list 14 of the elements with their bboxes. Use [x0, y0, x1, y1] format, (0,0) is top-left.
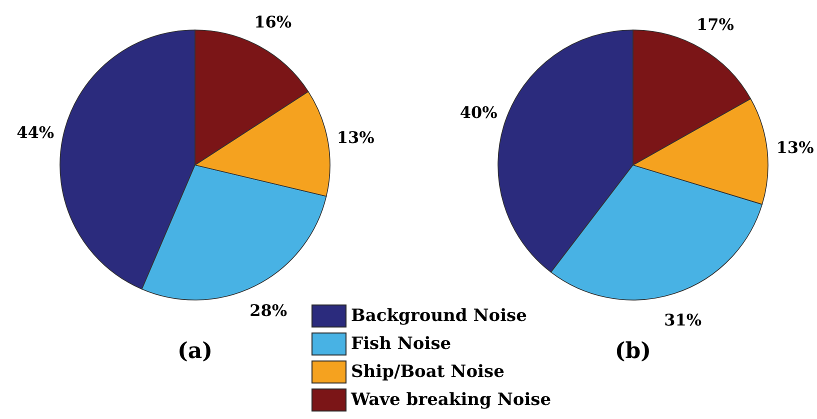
data-label: 16% [254, 12, 292, 32]
legend-label: Wave breaking Noise [350, 390, 552, 410]
legend-label: Ship/Boat Noise [351, 362, 505, 382]
data-label: 44% [16, 122, 54, 142]
data-label: 13% [776, 138, 814, 157]
data-label: 31% [664, 310, 702, 330]
legend-label: Fish Noise [351, 334, 452, 354]
text: (b) [614, 338, 652, 364]
data-label: 13% [336, 128, 374, 147]
data-label: 17% [696, 14, 734, 34]
data-label: 40% [460, 103, 498, 122]
data-label: 28% [250, 301, 288, 320]
legend-label: Background Noise [351, 306, 528, 326]
text: (a) [177, 338, 213, 364]
